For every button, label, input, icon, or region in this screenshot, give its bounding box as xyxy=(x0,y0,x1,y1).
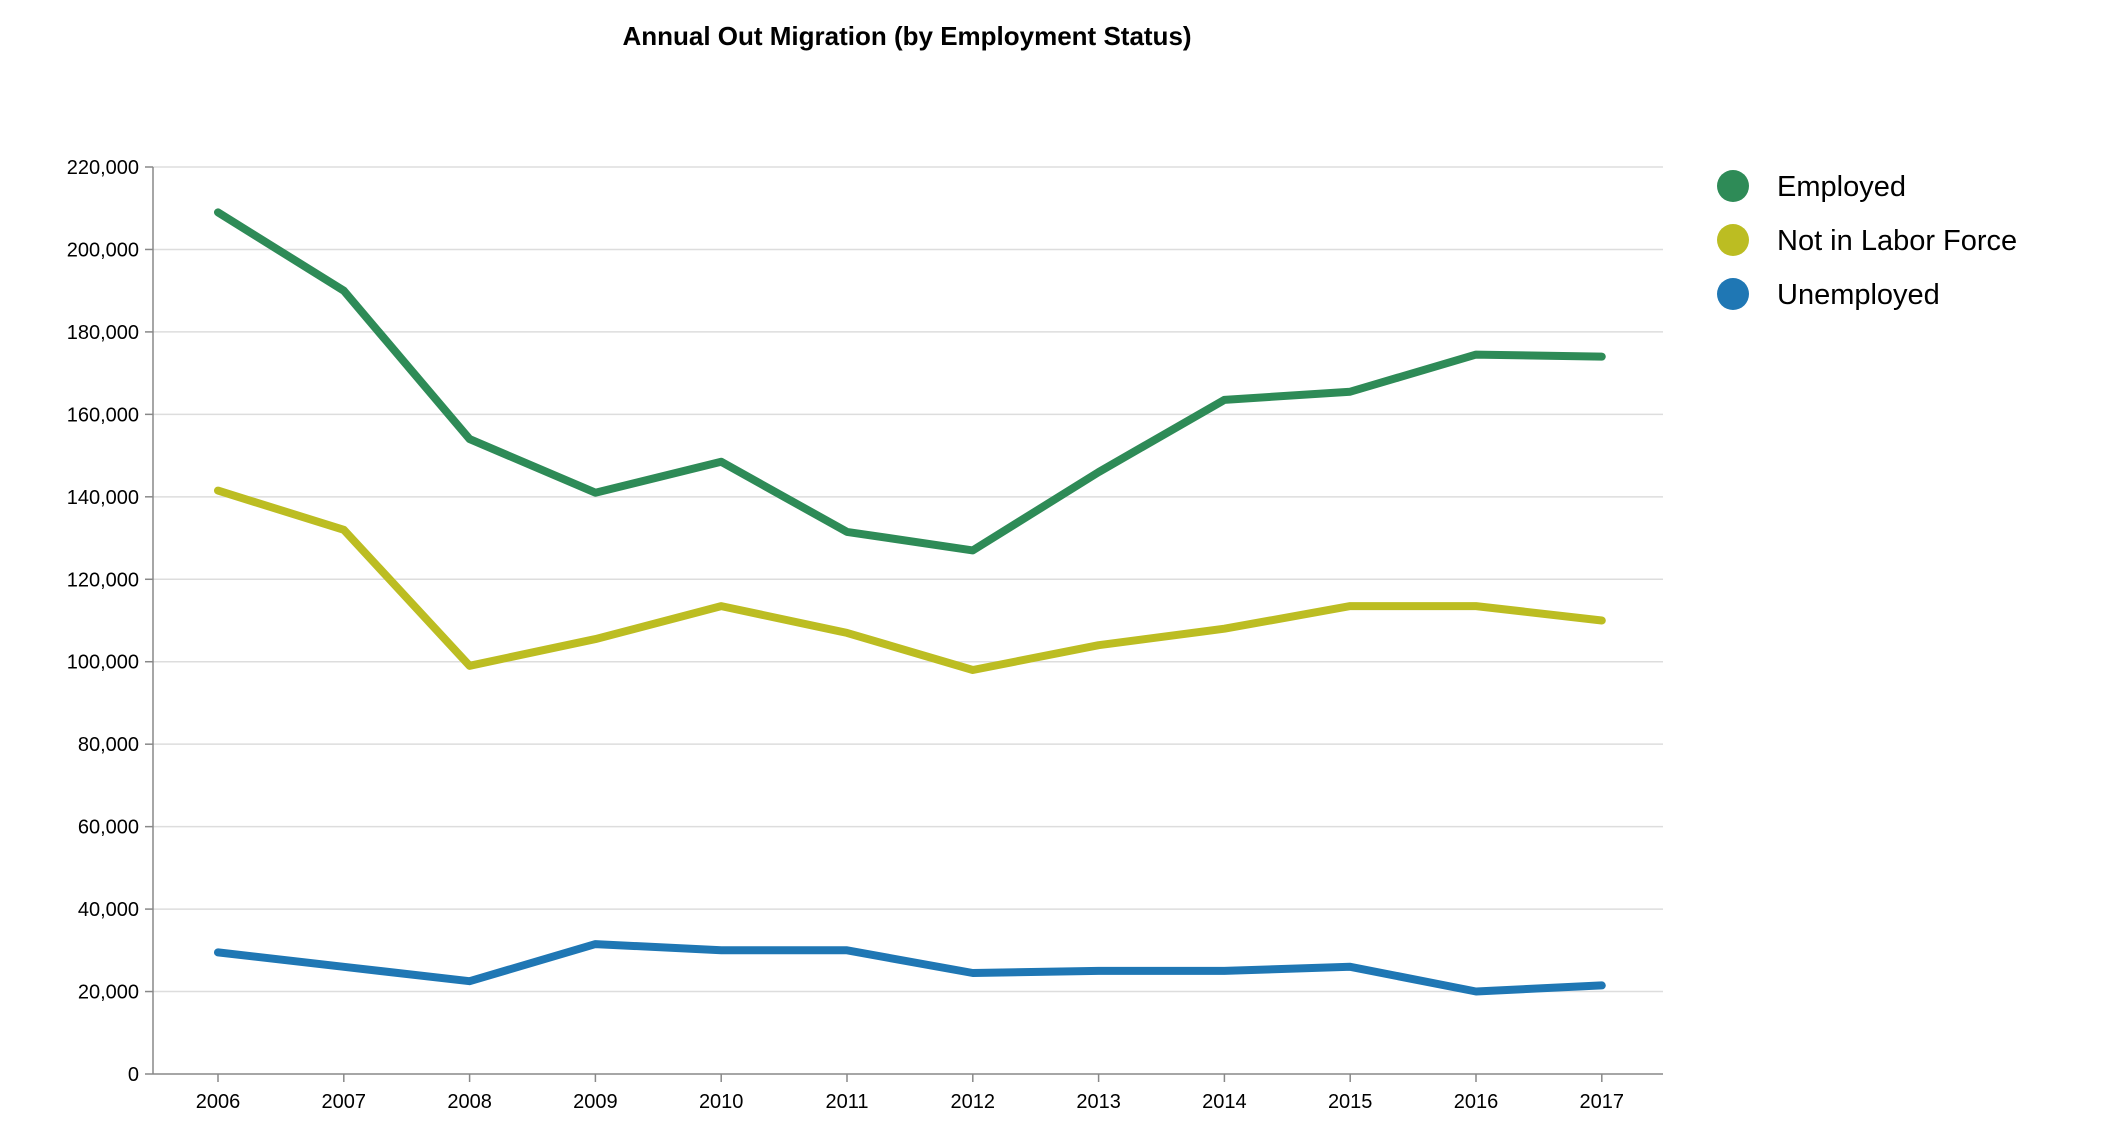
axes: 0 20,000 40,000 60,000 80,000 100,000 120,000 1… xyxy=(67,157,1663,1113)
x-tick-label: 2013 xyxy=(1076,1091,1121,1113)
x-tick-label: 2016 xyxy=(1454,1091,1499,1113)
x-tick-label: 2014 xyxy=(1202,1091,1247,1113)
series-line-not-in-labor-force xyxy=(214,486,1606,674)
legend-symbol-not-in-labor-force xyxy=(1717,224,1749,256)
y-tick-label: 220,000 xyxy=(67,157,139,179)
y-tick-label: 120,000 xyxy=(67,569,139,591)
y-tick-label: 160,000 xyxy=(67,404,139,426)
x-tick-label: 2015 xyxy=(1328,1091,1373,1113)
y-tick-label: 0 xyxy=(128,1064,139,1086)
x-tick-label: 2011 xyxy=(825,1091,868,1113)
legend-label-employed: Employed xyxy=(1777,171,1906,203)
y-tick-label: 140,000 xyxy=(67,487,139,509)
legend-symbol-employed xyxy=(1717,170,1749,202)
y-tick-label: 180,000 xyxy=(67,322,139,344)
series-line-unemployed xyxy=(214,940,1606,996)
x-tick-label: 2007 xyxy=(322,1091,367,1113)
legend: Employed Not in Labor Force Unemployed xyxy=(1717,170,2017,311)
chart-title: Annual Out Migration (by Employment Stat… xyxy=(622,21,1191,51)
legend-label-not-in-labor-force: Not in Labor Force xyxy=(1777,225,2017,257)
series-lines xyxy=(214,208,1606,996)
x-tick-label: 2012 xyxy=(951,1091,996,1113)
legend-label-unemployed: Unemployed xyxy=(1777,279,1940,311)
y-tick-label: 200,000 xyxy=(67,239,139,261)
y-tick-label: 20,000 xyxy=(78,982,139,1004)
x-tick-label: 2006 xyxy=(196,1091,241,1113)
x-tick-label: 2010 xyxy=(699,1091,744,1113)
y-tick-label: 40,000 xyxy=(78,899,139,921)
x-tick-label: 2009 xyxy=(573,1091,618,1113)
legend-symbol-unemployed xyxy=(1717,278,1749,310)
grid-lines xyxy=(153,166,1663,993)
y-tick-label: 60,000 xyxy=(78,817,139,839)
y-tick-label: 100,000 xyxy=(67,652,139,674)
x-tick-label: 2008 xyxy=(447,1091,492,1113)
y-tick-label: 80,000 xyxy=(78,734,139,756)
x-tick-label: 2017 xyxy=(1580,1091,1625,1113)
series-line-employed xyxy=(214,208,1606,555)
